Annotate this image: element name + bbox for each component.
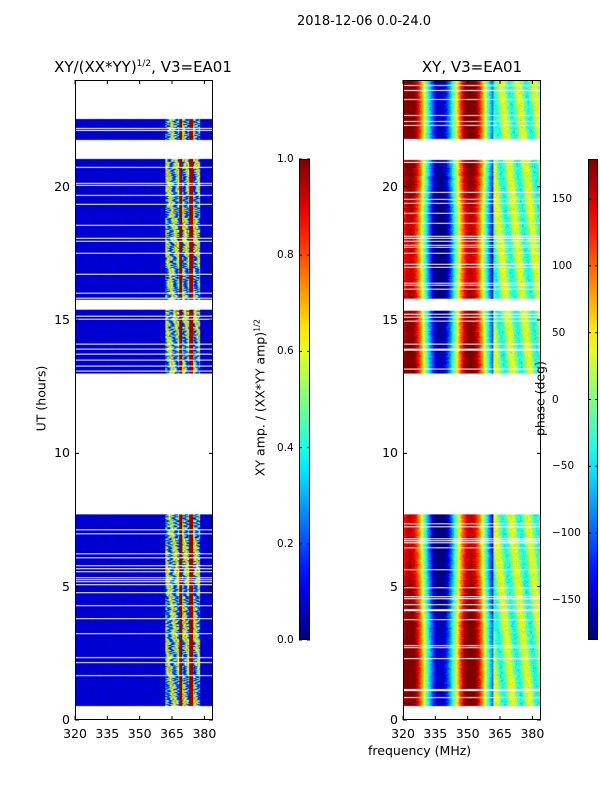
ytick-label: 15: [382, 312, 398, 327]
xtick-label: 365: [160, 726, 184, 741]
cbar-tick-label: 150: [552, 193, 573, 206]
cbar-tick-label: −50: [552, 460, 575, 473]
xtick-label: 335: [423, 726, 448, 741]
xtick-label: 365: [488, 726, 512, 741]
phase-panel-title: XY, V3=EA01: [421, 58, 523, 76]
amp-colorbar: [299, 159, 310, 640]
xtick-label: 320: [391, 726, 415, 741]
amp-heatmap: [76, 81, 212, 719]
cbar-tick-label: 100: [552, 259, 573, 272]
cbar-tick-label: −150: [552, 593, 581, 606]
ytick-label: 5: [390, 578, 398, 594]
ytick-label: 0: [390, 712, 398, 727]
cbar-tick-label: 0.2: [277, 537, 294, 550]
cbar-tick-label: 0.8: [277, 249, 294, 262]
ytick-label: 20: [54, 178, 70, 194]
cbar-tick-label: −100: [552, 527, 581, 540]
amp-heatmap-frame: [75, 80, 213, 720]
ytick-label: 5: [62, 578, 70, 594]
xtick-label: 380: [192, 726, 217, 741]
amp-panel-title: XY/(XX*YY)1/2, V3=EA01: [54, 58, 232, 76]
ytick-label: 10: [382, 445, 398, 461]
ytick-label: 20: [382, 178, 398, 194]
figure-suptitle: 2018-12-06 0.0-24.0: [297, 14, 431, 29]
cbar-tick-label: 0.0: [277, 634, 294, 646]
ytick-label: 10: [54, 445, 70, 461]
xtick-label: 350: [127, 726, 152, 741]
shared-xlabel: frequency (MHz): [368, 743, 472, 758]
ytick-label: 15: [54, 312, 70, 327]
cbar-tick-label: 0.4: [277, 441, 294, 454]
cbar-tick-label: 0.6: [277, 345, 294, 358]
cbar-tick-label: 0: [552, 393, 559, 406]
xtick-label: 335: [95, 726, 120, 741]
cbar-tick-label: 50: [552, 326, 566, 339]
xtick-label: 320: [63, 726, 87, 741]
xtick-label: 380: [520, 726, 545, 741]
phase-heatmap-frame: [403, 80, 541, 720]
ytick-label: 0: [62, 712, 70, 727]
cbar-tick-label: 1.0: [277, 153, 294, 165]
xtick-label: 350: [455, 726, 480, 741]
phase-heatmap: [404, 81, 540, 719]
